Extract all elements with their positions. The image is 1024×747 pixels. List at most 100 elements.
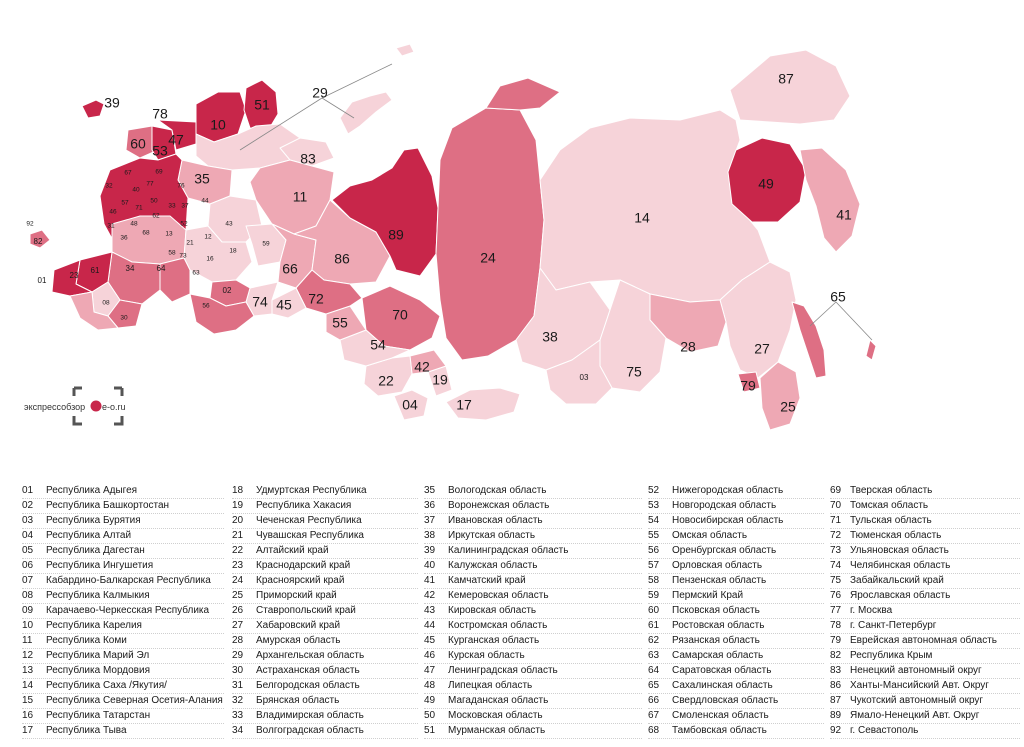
- legend-row: 71 Тульская область: [830, 513, 1020, 529]
- legend-number: 03: [22, 515, 34, 526]
- legend-number: 11: [22, 635, 33, 646]
- legend-row: 38 Иркутская область: [424, 528, 642, 544]
- legend-region-name: Ульяновская область: [850, 545, 949, 556]
- legend-number: 57: [648, 560, 660, 571]
- label-10: 10: [210, 117, 226, 133]
- legend-region-name: Магаданская область: [448, 695, 549, 706]
- legend-region-name: Смоленская область: [672, 710, 769, 721]
- legend-number: 36: [424, 500, 436, 511]
- legend-number: 25: [232, 590, 244, 601]
- legend-row: 08 Республика Калмыкия: [22, 588, 224, 604]
- label-70: 70: [392, 307, 408, 323]
- label-61: 61: [91, 266, 100, 275]
- legend-region-name: Республика Алтай: [46, 530, 132, 541]
- legend-region-name: Чеченская Республика: [256, 515, 362, 526]
- label-44: 44: [201, 198, 209, 205]
- legend-region-name: Костромская область: [448, 620, 548, 631]
- legend-row: 39 Калининградская область: [424, 543, 642, 559]
- legend-number: 68: [648, 725, 660, 736]
- label-50: 50: [150, 198, 158, 205]
- legend-region-name: Ярославская область: [850, 590, 951, 601]
- legend-row: 12 Республика Марий Эл: [22, 648, 224, 664]
- legend-row: 06 Республика Ингушетия: [22, 558, 224, 574]
- region-24-taimyr: [485, 77, 561, 111]
- legend-region-name: Тверская область: [850, 485, 933, 496]
- label-71: 71: [135, 205, 143, 212]
- legend-region-name: Республика Мордовия: [46, 665, 150, 676]
- label-43: 43: [225, 221, 233, 228]
- legend-row: 27 Хабаровский край: [232, 618, 418, 634]
- legend-number: 46: [424, 650, 436, 661]
- region-82: [29, 229, 51, 249]
- legend-region-name: Архангельская область: [256, 650, 365, 661]
- legend-region-name: Республика Калмыкия: [46, 590, 150, 601]
- legend-region-name: Тюменская область: [850, 530, 942, 541]
- label-75: 75: [626, 364, 642, 380]
- logo-bracket-bl-icon: [72, 416, 82, 426]
- legend-row: 52 Нижегородская область: [648, 483, 824, 499]
- legend-number: 74: [830, 560, 842, 571]
- legend-number: 58: [648, 575, 660, 586]
- legend-region-name: Амурская область: [256, 635, 341, 646]
- legend-number: 45: [424, 635, 436, 646]
- legend-row: 17 Республика Тыва: [22, 723, 224, 739]
- label-30: 30: [120, 315, 128, 322]
- legend-row: 57 Орловская область: [648, 558, 824, 574]
- region-29-islands: [339, 91, 393, 135]
- legend-region-name: Вологодская область: [448, 485, 547, 496]
- legend-row: 49 Магаданская область: [424, 693, 642, 709]
- legend-number: 40: [424, 560, 436, 571]
- label-40: 40: [132, 187, 140, 194]
- legend-row: 40 Калужская область: [424, 558, 642, 574]
- legend-region-name: Республика Башкортостан: [46, 500, 170, 511]
- label-49: 49: [758, 176, 774, 192]
- region-labels: 39 78 10 51 29 60 53 47 35 83 87 11 49 8…: [26, 71, 852, 415]
- legend-row: 43 Кировская область: [424, 603, 642, 619]
- legend-region-name: Московская область: [448, 710, 543, 721]
- legend-number: 83: [830, 665, 842, 676]
- label-38: 38: [542, 329, 558, 345]
- legend-region-name: Кировская область: [448, 605, 537, 616]
- region-24: [435, 107, 545, 361]
- legend-number: 48: [424, 680, 436, 691]
- region-47: [157, 119, 197, 151]
- legend-row: 77 г. Москва: [830, 603, 1020, 619]
- legend-row: 30 Астраханская область: [232, 663, 418, 679]
- legend-region-name: Липецкая область: [448, 680, 533, 691]
- logo-dot-icon: [90, 400, 102, 412]
- label-04: 04: [402, 397, 418, 413]
- legend-row: 69 Тверская область: [830, 483, 1020, 499]
- label-76: 76: [177, 183, 185, 190]
- region-56: [189, 293, 255, 335]
- logo-bracket-br-icon: [114, 416, 124, 426]
- label-12: 12: [204, 234, 212, 241]
- label-86: 86: [334, 251, 350, 267]
- legend-region-name: Чувашская Республика: [256, 530, 364, 541]
- legend-row: 28 Амурская область: [232, 633, 418, 649]
- legend-number: 23: [232, 560, 244, 571]
- logo-text-right: e-o.ru: [102, 402, 126, 412]
- legend-number: 44: [424, 620, 436, 631]
- legend-row: 37 Ивановская область: [424, 513, 642, 529]
- legend-number: 43: [424, 605, 436, 616]
- label-48: 48: [130, 221, 138, 228]
- legend-region-name: Пермский Край: [672, 590, 744, 601]
- legend-region-name: Оренбургская область: [672, 545, 777, 556]
- label-77: 77: [146, 181, 154, 188]
- region-72: [295, 269, 363, 315]
- legend-number: 28: [232, 635, 244, 646]
- legend-row: 92 г. Севастополь: [830, 723, 1020, 739]
- region-60: [125, 125, 159, 159]
- label-57: 57: [121, 200, 129, 207]
- legend-number: 76: [830, 590, 842, 601]
- region-22: [363, 355, 413, 397]
- legend-row: 76 Ярославская область: [830, 588, 1020, 604]
- label-28: 28: [680, 339, 696, 355]
- legend-number: 06: [22, 560, 34, 571]
- legend-region-name: Ростовская область: [672, 620, 765, 631]
- legend-row: 65 Сахалинская область: [648, 678, 824, 694]
- legend-region-name: Ивановская область: [448, 515, 543, 526]
- legend-number: 60: [648, 605, 660, 616]
- legend-number: 04: [22, 530, 34, 541]
- legend-row: 53 Новгородская область: [648, 498, 824, 514]
